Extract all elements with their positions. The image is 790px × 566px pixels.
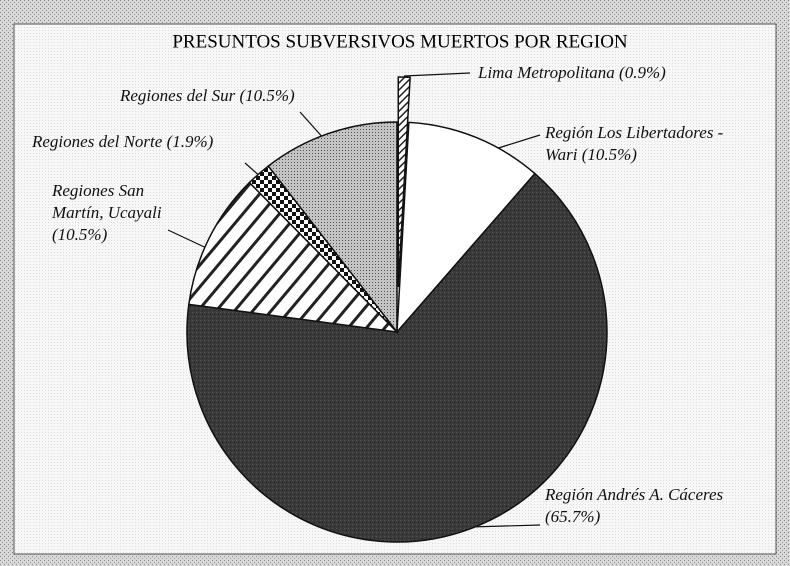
category-label: Región Los Libertadores - Wari <box>545 123 724 164</box>
pie-slice <box>186 172 608 543</box>
category-label: Lima Metropolitana <box>478 63 615 82</box>
pie-slice <box>187 181 400 334</box>
category-label: Región Andrés A. Cáceres <box>545 485 724 504</box>
value-label: (10.5%) <box>581 145 637 164</box>
pie-slice <box>396 121 536 335</box>
value-label: (65.7%) <box>545 507 601 526</box>
value-label: (0.9%) <box>619 63 666 82</box>
category-label: Regiones del Sur <box>120 86 236 105</box>
value-label: (10.5%) <box>52 225 108 244</box>
category-label: Regiones San Martín, Ucayali <box>52 181 162 222</box>
chart-title: PRESUNTOS SUBVERSIVOS MUERTOS POR REGION <box>172 31 628 52</box>
value-label: (1.9%) <box>166 132 214 151</box>
slice-label: Regiones San Martín, Ucayali (10.5%) <box>52 180 162 246</box>
value-label: (10.5%) <box>239 86 295 105</box>
pie-slice <box>267 121 398 335</box>
slice-label: Regiones del Norte (1.9%) <box>32 131 213 153</box>
category-label: Regiones del Norte <box>32 132 163 151</box>
slice-label: Región Andrés A. Cáceres (65.7%) <box>545 484 745 528</box>
pie-slice <box>397 76 411 288</box>
slice-label: Regiones del Sur (10.5%) <box>120 85 295 107</box>
slice-label: Lima Metropolitana (0.9%) <box>478 62 666 84</box>
slice-label: Región Los Libertadores - Wari (10.5%) <box>545 122 745 166</box>
